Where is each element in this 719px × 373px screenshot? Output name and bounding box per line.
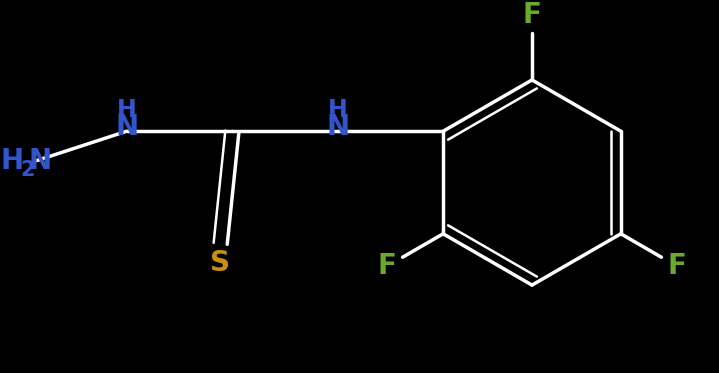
Text: H: H [116, 98, 137, 122]
Text: H: H [328, 98, 347, 122]
Text: H: H [0, 147, 23, 175]
Text: N: N [326, 113, 349, 141]
Text: F: F [667, 252, 686, 280]
Text: S: S [211, 249, 230, 277]
Text: 2: 2 [20, 160, 35, 180]
Text: N: N [28, 147, 52, 175]
Text: F: F [523, 1, 541, 29]
Text: F: F [378, 252, 397, 280]
Text: N: N [115, 113, 138, 141]
